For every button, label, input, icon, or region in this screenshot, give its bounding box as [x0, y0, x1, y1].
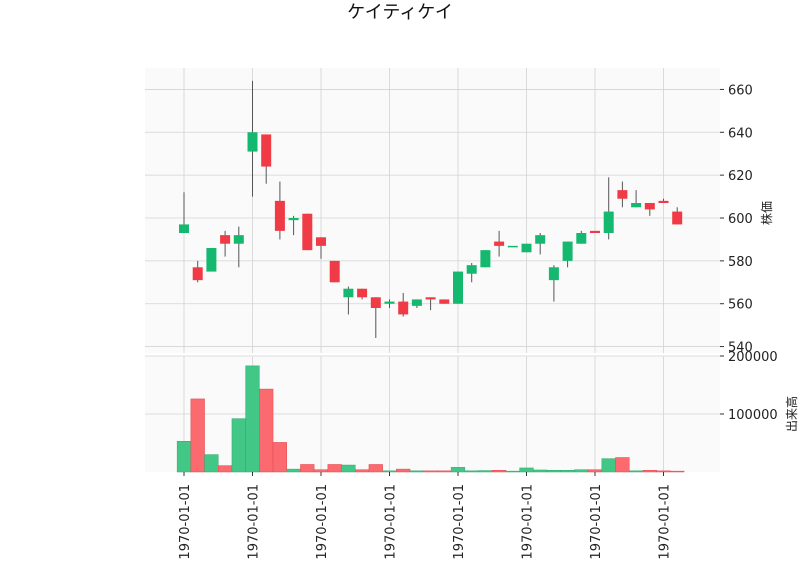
volume-tick-label: 100000 — [728, 408, 778, 423]
volume-bar — [519, 467, 534, 473]
candle-body — [192, 267, 203, 281]
volume-bar — [505, 470, 520, 473]
volume-axis-label: 出来高 — [784, 396, 799, 432]
candle-body — [603, 211, 614, 233]
volume-bar — [560, 470, 575, 473]
volume-bar — [218, 465, 233, 473]
volume-bar — [478, 470, 493, 473]
candle-body — [494, 241, 505, 246]
volume-bar — [313, 469, 329, 473]
x-tick-label: 1970-01-01 — [589, 484, 604, 560]
candle-body — [576, 233, 587, 244]
volume-bar — [615, 457, 630, 473]
x-tick-label: 1970-01-01 — [521, 484, 536, 560]
volume-bar — [355, 469, 370, 473]
candle-body — [535, 235, 546, 244]
volume-bar — [670, 470, 685, 473]
candle-body — [658, 200, 669, 203]
candle-body — [398, 301, 409, 315]
volume-bar — [464, 470, 479, 473]
candle-body — [631, 203, 642, 208]
volume-bar — [286, 468, 301, 473]
price-tick-label: 620 — [728, 169, 753, 184]
candle-body — [425, 297, 436, 300]
candle-body — [302, 213, 313, 251]
volume-bar — [533, 469, 548, 473]
candle-body — [521, 243, 532, 253]
volume-bar — [327, 464, 342, 473]
price-panel — [145, 68, 720, 353]
x-tick-label: 1970-01-01 — [384, 484, 399, 560]
volume-bar — [423, 470, 438, 473]
volume-bar — [642, 470, 657, 473]
x-tick-label: 1970-01-01 — [315, 484, 330, 560]
volume-bar — [190, 398, 205, 473]
chart-title: ケイティケイ — [347, 2, 453, 23]
candle-body — [261, 134, 272, 167]
candle-body — [357, 288, 368, 298]
price-axis-label: 株価 — [759, 201, 774, 225]
volume-bar — [546, 470, 561, 473]
price-tick-label: 540 — [728, 341, 753, 356]
candle-body — [548, 267, 559, 281]
volume-bar — [450, 467, 466, 473]
candle-body — [466, 265, 477, 274]
price-tick-label: 560 — [728, 298, 753, 313]
candle-body — [343, 288, 354, 298]
chart-marks — [176, 80, 685, 473]
volume-bar — [245, 365, 260, 473]
volume-bar — [204, 454, 219, 473]
x-tick-label: 1970-01-01 — [178, 484, 193, 560]
candle-body — [316, 237, 326, 246]
candle-body — [590, 230, 600, 233]
volume-bar — [176, 441, 192, 473]
candle-body — [179, 224, 189, 233]
candle-body — [672, 211, 683, 225]
candle-body — [480, 250, 491, 268]
volume-bar — [231, 418, 246, 473]
volume-bar — [629, 470, 644, 473]
volume-bar — [368, 464, 383, 473]
candle-body — [329, 260, 340, 283]
volume-bar — [409, 470, 424, 473]
candle-body — [274, 200, 285, 231]
candle-body — [288, 218, 299, 221]
candle-body — [411, 299, 422, 306]
candle-body — [453, 271, 463, 304]
price-tick-label: 580 — [728, 255, 753, 270]
volume-bar — [341, 464, 356, 473]
volume-bar — [656, 470, 671, 473]
price-tick-label: 660 — [728, 83, 753, 98]
candle-body — [220, 235, 231, 244]
candle-body — [247, 132, 258, 152]
candle-body — [384, 301, 395, 304]
volume-tick-label: 200000 — [728, 350, 778, 365]
candle-body — [439, 299, 450, 304]
candle-body — [644, 203, 655, 210]
volume-bar — [437, 470, 452, 473]
volume-bar — [300, 464, 315, 473]
candle-body — [617, 190, 628, 199]
candle-body — [562, 241, 573, 261]
volume-bar — [601, 458, 616, 473]
x-tick-label: 1970-01-01 — [247, 484, 262, 560]
candle-body — [233, 235, 244, 244]
volume-bar — [574, 469, 589, 473]
volume-bar — [382, 470, 397, 473]
volume-bar — [272, 442, 287, 473]
candle-body — [370, 297, 381, 308]
x-tick-label: 1970-01-01 — [658, 484, 673, 560]
candle-body — [507, 245, 518, 248]
axes: 540 560 580 600 620 640 660 100000 200000 1970-01… — [178, 83, 778, 559]
price-tick-label: 600 — [728, 212, 753, 227]
candle-body — [206, 248, 217, 272]
volume-bar — [259, 388, 274, 473]
x-tick-label: 1970-01-01 — [452, 484, 467, 560]
volume-bar — [587, 469, 603, 473]
volume-bar — [492, 470, 507, 473]
price-tick-label: 640 — [728, 126, 753, 141]
volume-bar — [396, 468, 411, 473]
